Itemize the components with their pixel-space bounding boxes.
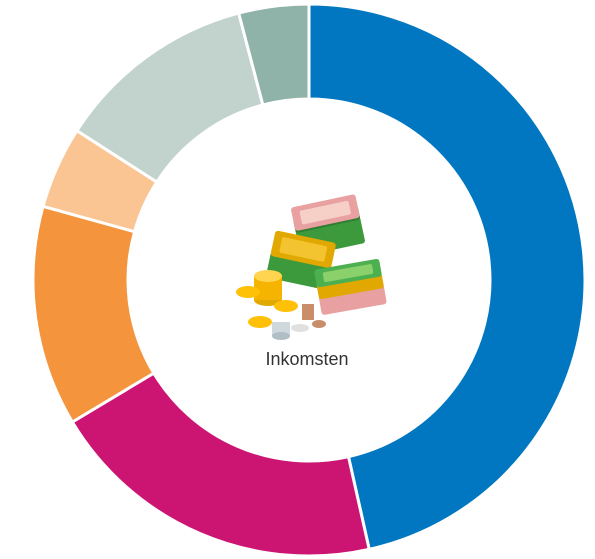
- donut-segment: [307, 2, 587, 552]
- money-icon: [236, 194, 387, 340]
- center-label: Inkomsten: [265, 349, 348, 369]
- donut-segment: [236, 2, 311, 107]
- segments: [31, 2, 587, 558]
- donut-segment: [70, 371, 371, 558]
